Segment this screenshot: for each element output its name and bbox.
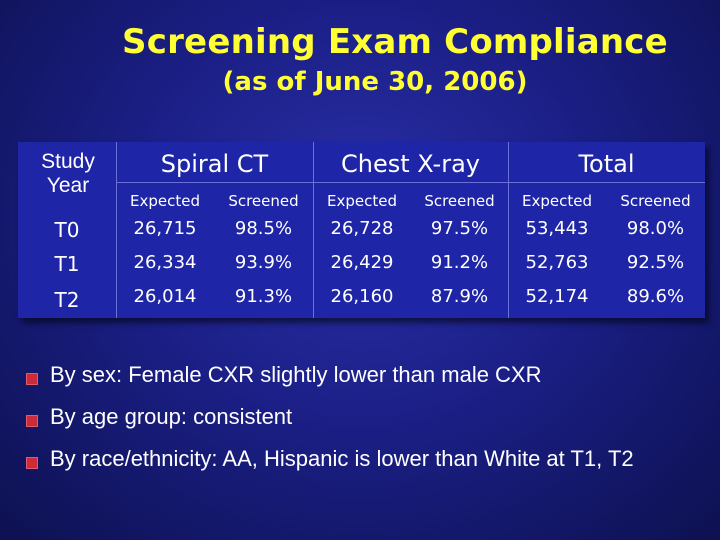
- bullet-text: By age group: consistent: [50, 404, 293, 429]
- table-cell: 26,715: [133, 218, 197, 239]
- square-bullet-icon: [26, 415, 38, 427]
- square-bullet-icon: [26, 373, 38, 385]
- table-cell: 97.5%: [430, 218, 489, 239]
- subheader-expected: Expected: [327, 192, 397, 210]
- row-year: T2: [54, 288, 80, 312]
- square-bullet-icon: [26, 457, 38, 469]
- slide-subtitle: (as of June 30, 2006): [222, 67, 528, 97]
- table-cell: 98.0%: [626, 218, 685, 239]
- table-cell: 26,728: [330, 218, 394, 239]
- table-cell: 98.5%: [234, 218, 293, 239]
- subheader-screened: Screened: [620, 192, 691, 210]
- table-cell: 53,443: [525, 218, 589, 239]
- group-header-spiral-ct: Spiral CT: [160, 150, 269, 178]
- bullet-text: By sex: Female CXR slightly lower than m…: [50, 362, 542, 387]
- slide-title: Screening Exam Compliance: [122, 22, 668, 62]
- table-cell: 26,334: [133, 252, 197, 273]
- table-cell: 52,763: [525, 252, 589, 273]
- table-cell: 91.3%: [234, 286, 293, 307]
- subheader-expected: Expected: [522, 192, 592, 210]
- year-column-header: Study Year: [41, 150, 95, 197]
- compliance-table: Study Year Spiral CT Chest X-ray Total E…: [18, 142, 705, 318]
- group-header-chest-xray: Chest X-ray: [341, 150, 480, 178]
- subheader-screened: Screened: [228, 192, 299, 210]
- bullet-text: By race/ethnicity: AA, Hispanic is lower…: [50, 446, 634, 471]
- table-cell: 87.9%: [430, 286, 489, 307]
- table-cell: 26,429: [330, 252, 394, 273]
- subheader-screened: Screened: [424, 192, 495, 210]
- table-cell: 26,160: [330, 286, 394, 307]
- row-year: T0: [54, 218, 80, 242]
- table-cell: 52,174: [525, 286, 589, 307]
- group-header-total: Total: [578, 150, 635, 178]
- row-year: T1: [54, 252, 80, 276]
- table-cell: 92.5%: [626, 252, 685, 273]
- table-cell: 93.9%: [234, 252, 293, 273]
- subheader-expected: Expected: [130, 192, 200, 210]
- table-cell: 91.2%: [430, 252, 489, 273]
- table-cell: 26,014: [133, 286, 197, 307]
- table-cell: 89.6%: [626, 286, 685, 307]
